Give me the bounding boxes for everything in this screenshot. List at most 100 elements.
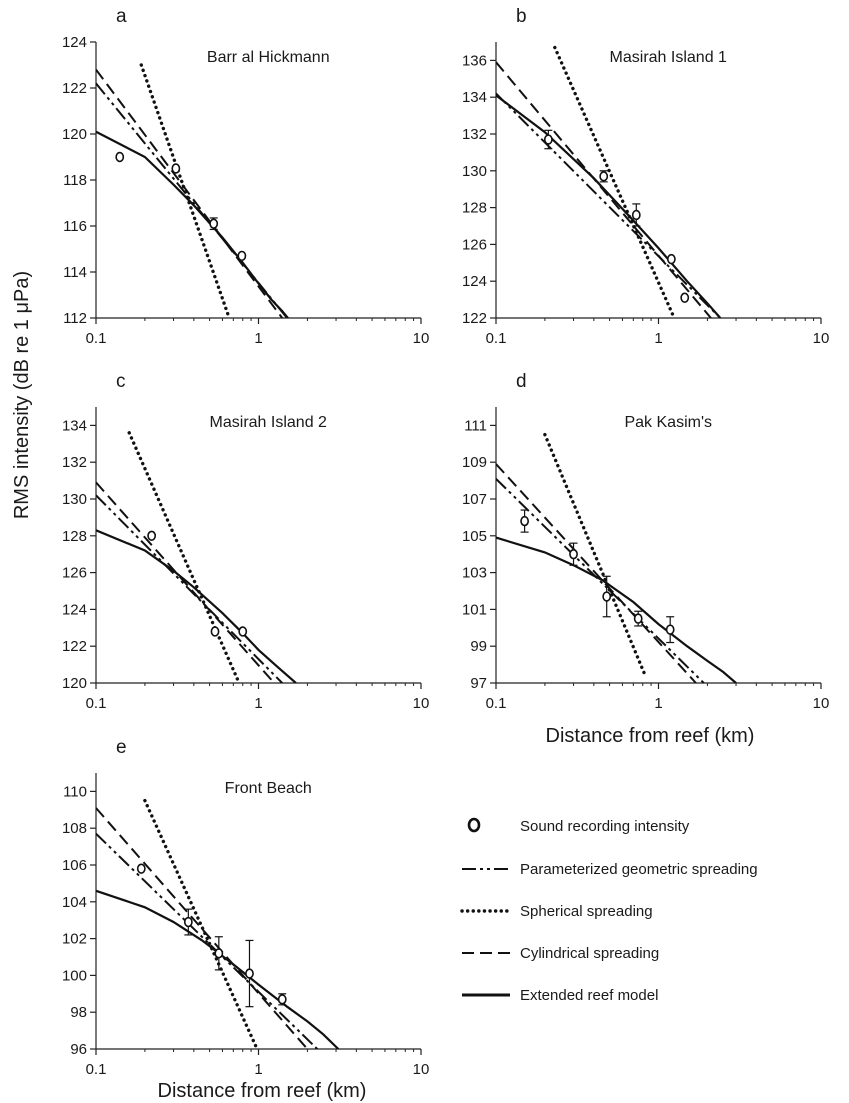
data-point	[183, 908, 193, 936]
data-point	[602, 575, 612, 618]
y-tick-label: 124	[62, 34, 87, 51]
y-tick-label: 126	[62, 565, 87, 582]
data-point	[115, 151, 125, 163]
x-tick-label: 0.1	[86, 695, 107, 712]
series-line-dotted	[143, 798, 259, 1049]
data-point	[171, 163, 181, 174]
y-tick-label: 104	[62, 894, 87, 911]
y-tick-label: 122	[62, 638, 87, 655]
y-tick-label: 99	[470, 638, 487, 655]
legend-label: Spherical spreading	[520, 903, 653, 920]
x-tick-label: 10	[813, 330, 830, 347]
y-tick-label: 116	[63, 218, 87, 235]
x-tick-label: 0.1	[86, 1061, 107, 1078]
y-tick-label: 102	[62, 931, 87, 948]
x-tick-label: 1	[254, 695, 262, 712]
panel-title: Front Beach	[225, 780, 312, 797]
x-tick-label: 1	[254, 330, 262, 347]
series-line-dashed	[96, 69, 284, 318]
chart-panel-a: 112 114 116 118 120 122 124 0.1 1 10 a Barr al Hick…	[62, 6, 429, 347]
x-tick-label: 1	[654, 695, 662, 712]
y-tick-label: 105	[462, 528, 487, 545]
y-tick-label: 98	[70, 1004, 87, 1021]
panel-title: Masirah Island 1	[610, 49, 727, 66]
legend-item: Spherical spreading	[460, 903, 653, 920]
y-tick-label: 110	[63, 783, 87, 800]
x-tick-label: 0.1	[86, 330, 107, 347]
legend-item: Parameterized geometric spreading	[462, 861, 758, 878]
y-tick-label: 124	[462, 273, 487, 290]
series-line-dotted	[543, 432, 647, 676]
y-tick-label: 109	[462, 454, 487, 471]
y-tick-label: 114	[63, 264, 87, 281]
y-axis-label: RMS intensity (dB re 1 μPa)	[11, 271, 33, 519]
x-tick-label: 10	[413, 695, 430, 712]
y-tick-label: 128	[62, 528, 87, 545]
legend-item: Extended reef model	[462, 987, 658, 1004]
series-line-dashdot	[496, 478, 705, 683]
y-tick-label: 108	[62, 820, 87, 837]
series-line-solid	[96, 529, 297, 683]
panel-title: Barr al Hickmann	[207, 49, 330, 66]
series-line-dashed	[496, 463, 697, 683]
legend-item: Cylindrical spreading	[462, 945, 659, 962]
x-axis-label-panel-e: Distance from reef (km)	[158, 1080, 367, 1102]
data-point	[209, 217, 219, 231]
data-point	[569, 542, 578, 566]
panel-letter: c	[116, 371, 126, 392]
y-tick-label: 128	[462, 200, 487, 217]
legend-marker	[467, 817, 481, 833]
series-line-dotted	[127, 431, 241, 683]
y-tick-label: 120	[62, 675, 87, 692]
legend: Sound recording intensity Parameterized g…	[460, 817, 758, 1004]
y-tick-label: 132	[462, 126, 487, 143]
y-tick-label: 107	[462, 491, 487, 508]
x-tick-label: 1	[654, 330, 662, 347]
chart-panel-d: 97 99 101 103 105 107 109 111 0.1 1 10 d Pak Kasim's	[462, 371, 829, 712]
panel-letter: d	[516, 371, 527, 392]
y-tick-label: 111	[464, 417, 487, 434]
y-tick-label: 97	[470, 675, 487, 692]
x-tick-label: 10	[413, 330, 430, 347]
y-tick-label: 136	[462, 52, 487, 69]
y-tick-label: 103	[462, 565, 487, 582]
data-point	[665, 616, 675, 644]
panel-letter: b	[516, 6, 527, 27]
data-point	[680, 292, 690, 303]
legend-label: Sound recording intensity	[520, 818, 690, 835]
series-line-dashdot	[496, 92, 722, 318]
y-tick-label: 96	[70, 1041, 87, 1058]
y-tick-label: 122	[462, 310, 487, 327]
panel-title: Pak Kasim's	[624, 414, 712, 431]
series-line-dotted	[139, 63, 231, 318]
x-axis-label-panel-d: Distance from reef (km)	[546, 725, 755, 747]
y-tick-label: 124	[62, 601, 87, 618]
y-tick-label: 132	[62, 454, 87, 471]
panel-letter: e	[116, 737, 127, 758]
chart-panel-c: 120 122 124 126 128 130 132 134 0.1 1 10 c Masirah I…	[62, 371, 429, 712]
x-tick-label: 0.1	[486, 695, 507, 712]
y-tick-label: 118	[63, 172, 87, 189]
data-point	[245, 939, 254, 1008]
y-tick-label: 130	[62, 491, 87, 508]
legend-label: Parameterized geometric spreading	[520, 861, 758, 878]
y-tick-label: 112	[63, 310, 87, 327]
legend-item: Sound recording intensity	[467, 817, 690, 835]
data-point	[237, 250, 247, 262]
data-point	[136, 863, 146, 874]
data-point	[214, 936, 224, 971]
y-tick-label: 101	[462, 601, 487, 618]
series-line-dashdot	[96, 494, 283, 683]
y-tick-label: 122	[62, 80, 87, 97]
series-line-dotted	[553, 45, 676, 318]
data-point	[238, 626, 248, 637]
y-tick-label: 106	[62, 857, 87, 874]
panel-letter: a	[116, 6, 127, 27]
data-point	[631, 203, 641, 227]
data-point	[633, 610, 643, 627]
y-tick-label: 100	[62, 967, 87, 984]
series-line-dashed	[96, 481, 275, 683]
panel-title: Masirah Island 2	[210, 414, 327, 431]
